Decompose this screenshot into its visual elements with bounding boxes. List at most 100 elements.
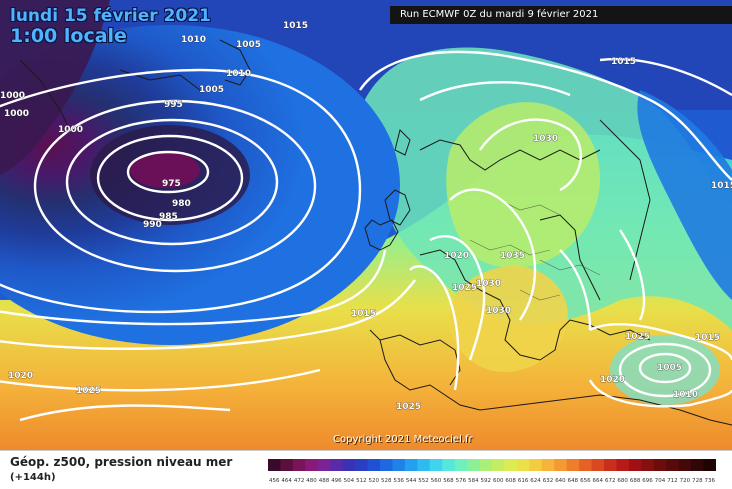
legend-swatch — [516, 459, 530, 471]
legend-value: 600 — [493, 478, 504, 484]
legend-value: 640 — [555, 478, 566, 484]
isobar-label: 1025 — [625, 332, 650, 342]
isobar-label: 975 — [162, 179, 181, 189]
footer-bar: Géop. z500, pression niveau mer (+144h) … — [0, 450, 732, 489]
isobar-label: 1000 — [4, 109, 29, 119]
isobar-label: 1000 — [0, 91, 25, 101]
mediterranean-low — [610, 335, 720, 405]
legend-swatch — [317, 459, 331, 471]
isobars — [0, 50, 732, 422]
legend-swatch — [392, 459, 406, 471]
legend-swatch — [417, 459, 431, 471]
legend-value: 464 — [281, 478, 292, 484]
legend-value: 552 — [418, 478, 429, 484]
legend-swatch — [541, 459, 555, 471]
legend-swatch — [305, 459, 319, 471]
isobar-label: 980 — [172, 199, 191, 209]
isobar-label: 1025 — [396, 402, 421, 412]
copyright-text: Copyright 2021 Meteociel.fr — [333, 434, 473, 445]
borders — [469, 199, 601, 301]
legend-swatch — [280, 459, 294, 471]
legend-value: 536 — [393, 478, 404, 484]
legend-value: 672 — [605, 478, 616, 484]
legend-swatch — [467, 459, 481, 471]
legend-value: 560 — [431, 478, 442, 484]
legend-value: 632 — [543, 478, 554, 484]
legend-swatch — [355, 459, 369, 471]
legend-swatch — [566, 459, 580, 471]
legend-swatch — [678, 459, 692, 471]
isobar-label: 1015 — [695, 333, 720, 343]
legend-swatch — [604, 459, 617, 471]
legend-swatch — [554, 459, 568, 471]
legend-value: 736 — [705, 478, 716, 484]
legend-value: 512 — [356, 478, 367, 484]
legend-swatch — [268, 459, 281, 471]
legend-value: 568 — [443, 478, 454, 484]
legend-swatch — [442, 459, 456, 471]
legend-swatch — [330, 459, 344, 471]
legend-value: 728 — [692, 478, 703, 484]
legend-value: 504 — [344, 478, 355, 484]
isobar-label: 1030 — [486, 306, 511, 316]
legend-swatch — [628, 459, 642, 471]
isobar-label: 1025 — [452, 283, 477, 293]
parameter-label: Géop. z500, pression niveau mer — [10, 455, 233, 469]
legend-value: 704 — [655, 478, 666, 484]
legend-swatch — [292, 459, 306, 471]
legend-value: 488 — [319, 478, 330, 484]
legend-value: 696 — [642, 478, 653, 484]
legend-swatch — [529, 459, 543, 471]
legend-value: 664 — [593, 478, 604, 484]
legend-value: 592 — [481, 478, 492, 484]
legend-value: 648 — [568, 478, 579, 484]
legend-value: 544 — [406, 478, 417, 484]
legend-swatch — [703, 459, 716, 471]
color-legend: 456 464 472 480 488 496 504 512 520 528 536 544 552 5… — [268, 459, 716, 484]
lead-time-label: (+144h) — [10, 472, 56, 483]
isobar-labels: 1010 1005 1015 1010 1005 1000 1000 995 9… — [0, 21, 732, 413]
forecast-local-time: 1:00 locale — [10, 25, 127, 47]
legend-value: 656 — [580, 478, 591, 484]
isobar-label: 1020 — [8, 371, 33, 381]
isobar-label: 1020 — [600, 375, 625, 385]
weather-map: 1010 1005 1015 1010 1005 1000 1000 995 9… — [0, 0, 732, 450]
isobar-label: 1015 — [283, 21, 308, 31]
isobar-label: 1005 — [236, 40, 261, 50]
legend-swatch — [429, 459, 443, 471]
legend-value: 624 — [530, 478, 541, 484]
map-title: lundi 15 février 2021 1:00 locale — [10, 6, 211, 46]
isobar-label: 1005 — [657, 363, 682, 373]
isobar-label: 1015 — [611, 57, 636, 67]
isobar-label: 1015 — [351, 309, 376, 319]
isobar-label: 1015 — [711, 181, 732, 191]
legend-swatch — [479, 459, 493, 471]
legend-swatch — [342, 459, 356, 471]
legend-swatch — [691, 459, 705, 471]
legend-value: 472 — [294, 478, 305, 484]
legend-swatch — [579, 459, 593, 471]
legend-value: 616 — [518, 478, 529, 484]
isobar-label: 985 — [159, 212, 178, 222]
legend-swatch — [591, 459, 605, 471]
isobar-label: 1010 — [673, 390, 698, 400]
forecast-date: lundi 15 février 2021 — [10, 6, 211, 26]
isobar-label: 1010 — [181, 35, 206, 45]
legend-swatch — [404, 459, 418, 471]
legend-value: 456 — [269, 478, 280, 484]
isobar-label: 1020 — [444, 251, 469, 261]
legend-value: 576 — [456, 478, 467, 484]
legend-value: 584 — [468, 478, 479, 484]
greenland-low — [0, 0, 110, 175]
legend-swatch — [367, 459, 381, 471]
isobar-label: 1035 — [500, 251, 525, 261]
legend-swatch — [616, 459, 630, 471]
isobar-label: 1030 — [476, 279, 501, 289]
isobar-label: 1000 — [58, 125, 83, 135]
legend-value: 520 — [369, 478, 380, 484]
legend-value: 608 — [505, 478, 516, 484]
legend-swatch — [641, 459, 655, 471]
legend-swatch — [492, 459, 505, 471]
legend-swatch — [504, 459, 518, 471]
legend-value: 496 — [331, 478, 342, 484]
